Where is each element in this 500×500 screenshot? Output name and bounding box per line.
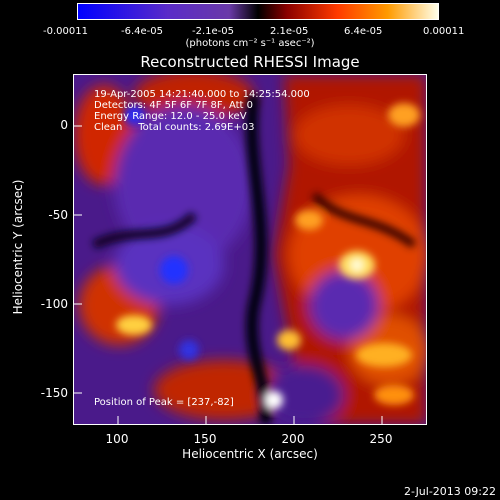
rhessi-image [74,75,426,424]
x-tick-label: 100 [105,432,129,446]
colorbar-tick-label: 2.1e-05 [270,26,309,37]
x-tick-label: 250 [369,432,393,446]
detectors-text: Detectors: 4F 5F 6F 7F 8F, Att 0 [94,100,254,111]
y-tick-label: 0 [60,118,68,132]
colorbar [77,3,439,20]
colorbar-tick-label: -6.4e-05 [121,26,163,37]
colorbar-tick-label: 6.4e-05 [344,26,383,37]
colorbar-tick-label: -0.00011 [43,26,88,37]
x-axis-label: Heliocentric X (arcsec) [182,447,318,461]
energy-range-text: Energy Range: 12.0 - 25.0 keV [94,111,247,122]
y-axis-label: Heliocentric Y (arcsec) [11,179,25,315]
colorbar-tick-label: -2.1e-05 [192,26,234,37]
peak-position-text: Position of Peak = [237,-82] [94,397,234,408]
footer-date: 2-Jul-2013 09:22 [403,485,496,498]
y-tick-label: -100 [40,297,68,311]
image-title: Reconstructed RHESSI Image [140,53,360,71]
y-tick-label: -50 [48,208,68,222]
colorbar-gradient [78,4,438,19]
time-range-text: 19-Apr-2005 14:21:40.000 to 14:25:54.000 [94,89,310,100]
y-tick-label: -150 [40,386,68,400]
colorbar-units-label: (photons cm⁻² s⁻¹ asec⁻²) [185,38,315,49]
x-tick-label: 200 [281,432,305,446]
x-tick-label: 150 [193,432,217,446]
clean-counts-text: Clean Total counts: 2.69E+03 [94,122,255,133]
rhessi-image-plot [73,74,427,425]
colorbar-tick-label: 0.00011 [423,26,465,37]
